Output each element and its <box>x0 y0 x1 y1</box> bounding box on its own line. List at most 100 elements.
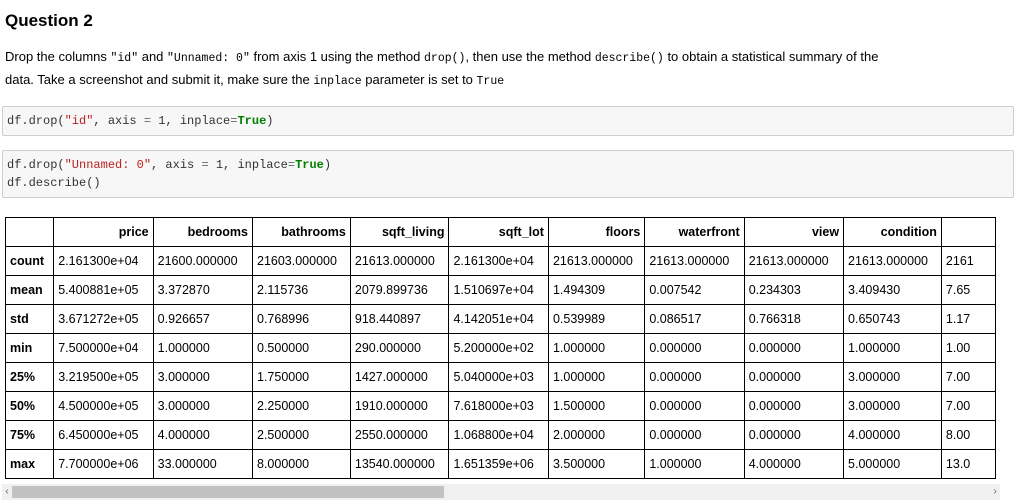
table-cell: 7.00 <box>940 362 996 392</box>
table-cell: 5.400881e+05 <box>53 275 154 305</box>
table-cell: 0.000000 <box>644 333 745 363</box>
table-cell: 0.000000 <box>743 333 845 363</box>
question-title: Question 2 <box>5 11 93 30</box>
table-cell: 33.000000 <box>152 449 254 479</box>
table-cell: 21613.000000 <box>843 246 942 276</box>
table-cell: 918.440897 <box>349 304 450 334</box>
table-cell: 2.161300e+04 <box>53 246 154 276</box>
table-cell: 0.539989 <box>547 304 646 334</box>
code-line: df.describe() <box>7 176 101 190</box>
instructions-line-1: Drop the columns "id" and "Unnamed: 0" f… <box>5 49 879 65</box>
table-cell: 4.000000 <box>743 449 845 479</box>
table-cell: 1427.000000 <box>349 362 450 392</box>
table-cell: 0.768996 <box>252 304 351 334</box>
table-cell: 21603.000000 <box>252 246 351 276</box>
code-cell-drop-id[interactable]: df.drop("id", axis = 1, inplace=True) <box>2 106 1014 136</box>
table-cell: 1.750000 <box>252 362 351 392</box>
table-cell: 0.007542 <box>644 275 745 305</box>
row-label: min <box>5 333 55 363</box>
table-cell: 21613.000000 <box>547 246 646 276</box>
table-cell: 7.700000e+06 <box>53 449 154 479</box>
table-cell: 0.000000 <box>743 362 845 392</box>
table-cell: 2.161300e+04 <box>448 246 549 276</box>
table-cell: 8.00 <box>940 420 996 450</box>
table-row: std 3.671272e+05 0.926657 0.768996 918.44089… <box>5 304 996 334</box>
table-cell: 13.0 <box>940 449 996 479</box>
table-cell: 1.500000 <box>547 391 646 421</box>
column-header: waterfront <box>644 217 745 247</box>
table-cell: 5.000000 <box>843 449 942 479</box>
scrollbar-thumb[interactable] <box>12 486 444 498</box>
table-cell: 1.00 <box>940 333 996 363</box>
table-row: max 7.700000e+06 33.000000 8.000000 13540.00… <box>5 449 996 479</box>
table-row: count 2.161300e+04 21600.000000 21603.00000… <box>5 246 996 276</box>
table-cell: 7.618000e+03 <box>448 391 549 421</box>
column-header: price <box>53 217 154 247</box>
row-label: 25% <box>5 362 55 392</box>
table-cell: 5.040000e+03 <box>448 362 549 392</box>
scroll-right-arrow-icon[interactable]: › <box>993 486 997 497</box>
table-cell: 1.000000 <box>547 333 646 363</box>
table-cell: 1.068800e+04 <box>448 420 549 450</box>
column-header: floors <box>547 217 646 247</box>
table-cell: 6.450000e+05 <box>53 420 154 450</box>
table-cell: 8.000000 <box>252 449 351 479</box>
question-instructions: Drop the columns "id" and "Unnamed: 0" f… <box>5 46 1005 92</box>
column-header <box>5 217 55 247</box>
table-cell: 3.671272e+05 <box>53 304 154 334</box>
table-cell: 21613.000000 <box>349 246 450 276</box>
table-cell: 1910.000000 <box>349 391 450 421</box>
table-cell: 0.086517 <box>644 304 745 334</box>
table-cell: 2.000000 <box>547 420 646 450</box>
table-cell: 21600.000000 <box>152 246 254 276</box>
table-cell: 5.200000e+02 <box>448 333 549 363</box>
row-label: max <box>5 449 55 479</box>
table-cell: 1.000000 <box>843 333 942 363</box>
row-label: 50% <box>5 391 55 421</box>
table-row: 50% 4.500000e+05 3.000000 2.250000 1910.0000… <box>5 391 996 421</box>
table-row: min 7.500000e+04 1.000000 0.500000 290.00000… <box>5 333 996 363</box>
table-cell: 1.000000 <box>547 362 646 392</box>
row-label: 75% <box>5 420 55 450</box>
instructions-line-2: data. Take a screenshot and submit it, m… <box>5 72 505 88</box>
table-cell: 3.219500e+05 <box>53 362 154 392</box>
table-cell: 0.766318 <box>743 304 845 334</box>
table-cell: 1.651359e+06 <box>448 449 549 479</box>
table-cell: 4.500000e+05 <box>53 391 154 421</box>
table-cell: 1.000000 <box>644 449 745 479</box>
table-cell: 0.650743 <box>843 304 942 334</box>
table-cell: 0.000000 <box>644 391 745 421</box>
table-cell: 0.000000 <box>644 420 745 450</box>
table-cell: 2550.000000 <box>349 420 450 450</box>
table-cell: 0.234303 <box>743 275 845 305</box>
table-cell: 290.000000 <box>349 333 450 363</box>
table-cell: 2.115736 <box>252 275 351 305</box>
row-label: mean <box>5 275 55 305</box>
row-label: count <box>5 246 55 276</box>
table-cell: 7.65 <box>940 275 996 305</box>
describe-output-table-container: price bedrooms bathrooms sqft_living sqf… <box>5 217 996 479</box>
table-cell: 2.250000 <box>252 391 351 421</box>
table-cell: 3.372870 <box>152 275 254 305</box>
column-header: view <box>743 217 845 247</box>
column-header: sqft_lot <box>448 217 549 247</box>
table-cell: 3.500000 <box>547 449 646 479</box>
column-header: bedrooms <box>152 217 254 247</box>
table-cell: 4.000000 <box>152 420 254 450</box>
table-cell: 21613.000000 <box>743 246 845 276</box>
table-cell: 3.000000 <box>152 391 254 421</box>
code-line: df.drop("Unnamed: 0", axis = 1, inplace=… <box>7 158 332 172</box>
table-cell: 0.000000 <box>743 391 845 421</box>
table-row: 75% 6.450000e+05 4.000000 2.500000 2550.0000… <box>5 420 996 450</box>
column-header: condition <box>843 217 942 247</box>
table-cell: 1.17 <box>940 304 996 334</box>
scroll-left-arrow-icon[interactable]: ‹ <box>5 486 9 497</box>
table-cell: 4.142051e+04 <box>448 304 549 334</box>
table-cell: 4.000000 <box>843 420 942 450</box>
code-line: df.drop("id", axis = 1, inplace=True) <box>7 114 274 128</box>
code-cell-drop-unnamed[interactable]: df.drop("Unnamed: 0", axis = 1, inplace=… <box>2 150 1014 198</box>
horizontal-scrollbar[interactable]: ‹ › <box>2 484 1000 500</box>
table-row: mean 5.400881e+05 3.372870 2.115736 2079.899… <box>5 275 996 305</box>
table-cell: 7.500000e+04 <box>53 333 154 363</box>
table-cell: 1.510697e+04 <box>448 275 549 305</box>
